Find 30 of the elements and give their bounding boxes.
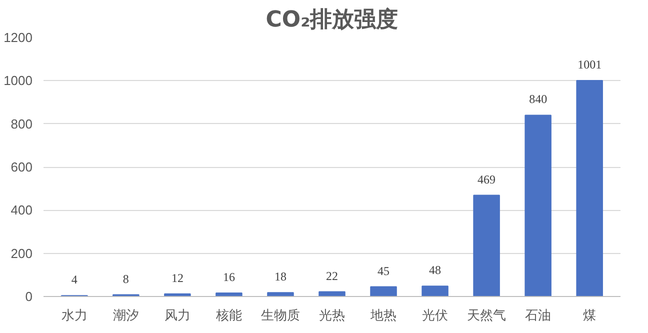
y-tick-label: 800 [10,116,33,132]
data-label: 12 [171,270,184,285]
x-tick-label: 煤 [583,308,596,322]
data-label: 1001 [578,57,602,72]
x-tick-label: 光伏 [422,308,448,322]
y-tick-label: 200 [10,246,33,261]
x-tick-label: 风力 [164,308,190,322]
data-label: 48 [429,263,442,278]
x-tick-label: 水力 [61,308,88,322]
y-tick-label: 600 [10,160,33,174]
data-label: 16 [222,270,235,284]
data-label: 45 [378,264,390,278]
data-label: 4 [71,272,78,287]
data-label: 18 [274,270,286,284]
x-tick-label: 潮汐 [112,308,139,322]
y-tick-label: 1200 [4,30,32,45]
chart-title: CO₂排放强度 [266,6,398,32]
x-tick-label: 核能 [214,308,242,322]
y-tick-label: 400 [10,202,33,218]
x-tick-label: 生物质 [260,308,300,322]
x-tick-label: 石油 [525,308,552,322]
y-tick-label: 0 [25,289,33,304]
y-tick-label: 1000 [4,73,32,88]
data-label: 469 [478,172,496,186]
x-tick-label: 光热 [319,308,345,322]
x-tick-label: 天然气 [467,308,506,322]
x-tick-label: 地热 [370,308,397,322]
data-label: 22 [326,268,338,283]
data-label: 840 [529,92,548,106]
data-label: 8 [122,272,129,286]
